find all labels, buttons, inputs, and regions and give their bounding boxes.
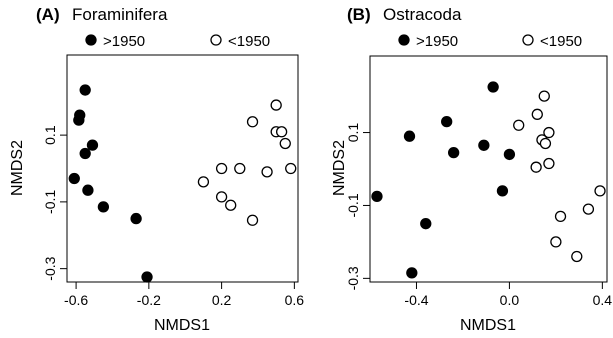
panel-a-x-tick-label-1: -0.2: [137, 292, 161, 308]
panel-a-point-pre1950-0: [270, 99, 282, 111]
panel-a-point-pre1950-1: [246, 116, 259, 128]
panel-b-point-pre1950-0: [538, 90, 550, 102]
panel-b-point-pre1950-1: [531, 108, 543, 120]
panel-b-point-post1950-9: [406, 267, 418, 279]
panel-a-title: Foraminifera: [72, 5, 168, 24]
panel-b-legend-filled-marker: [398, 34, 410, 46]
panel-b-legend-label-post: >1950: [416, 33, 458, 50]
panel-a-plot-frame: [66, 54, 299, 283]
panel-b-point-post1950-2: [403, 130, 416, 142]
panel-b-point-post1950-6: [371, 190, 383, 202]
panel-a-point-post1950-6: [82, 184, 94, 196]
panel-a-point-pre1950-9: [197, 176, 210, 188]
panel-b-points: [371, 81, 606, 279]
panel-b-x-axis: -0.4 0.0 0.4: [404, 282, 612, 308]
panel-b-y-tick-label-1: -0.1: [345, 193, 361, 217]
panel-b-point-post1950-1: [441, 115, 453, 128]
panel-a-y-axis: -0.3 -0.1 0.1: [42, 125, 67, 281]
panel-a-point-pre1950-11: [225, 199, 237, 211]
panel-b-point-post1950-5: [503, 148, 516, 161]
panel-a-point-pre1950-6: [261, 166, 273, 178]
panel-a-legend-open-marker: [210, 34, 222, 46]
panel-a-point-pre1950-12: [246, 214, 259, 226]
panel-a-point-pre1950-3: [275, 126, 288, 138]
panel-a: (A) Foraminifera >1950 <1950 -0.6 -0.2 0.2…: [9, 5, 304, 334]
panel-a-y-tick-label-2: 0.1: [42, 125, 58, 145]
panel-a-point-post1950-2: [73, 114, 85, 126]
panel-a-y-tick-label-0: -0.3: [42, 256, 58, 280]
panel-b-y-axis-label: NMDS2: [331, 140, 348, 196]
panel-a-x-axis-label: NMDS1: [154, 317, 210, 334]
panel-a-legend-label-pre: <1950: [228, 33, 270, 50]
panel-a-legend-filled-marker: [85, 34, 97, 46]
panel-a-point-post1950-7: [97, 201, 110, 213]
panel-b-point-pre1950-9: [582, 203, 595, 215]
panel-a-points: [68, 84, 297, 283]
panel-a-point-pre1950-10: [215, 191, 228, 203]
panel-b-y-axis: -0.3 -0.1 0.1: [345, 123, 370, 290]
panel-b-legend-label-pre: <1950: [540, 33, 582, 50]
panel-a-point-post1950-8: [130, 212, 142, 225]
panel-b-point-pre1950-8: [594, 185, 606, 197]
panel-b-point-pre1950-12: [571, 250, 583, 263]
panel-a-point-post1950-3: [86, 139, 99, 151]
panel-b-legend-open-marker: [522, 34, 534, 46]
panel-b-x-tick-label-1: 0.0: [500, 292, 520, 308]
panel-b-point-post1950-0: [487, 81, 499, 93]
panel-b-point-pre1950-11: [550, 236, 562, 248]
panel-a-x-tick-label-2: 0.2: [212, 292, 232, 308]
panel-a-point-post1950-9: [141, 271, 153, 283]
panel-a-legend-label-post: >1950: [103, 33, 145, 50]
panel-a-x-axis: -0.6 -0.2 0.2 0.6: [64, 282, 304, 308]
panel-b: (B) Ostracoda >1950 <1950 -0.4 0.0 0.4 -0.…: [331, 5, 612, 334]
panel-b-x-tick-label-2: 0.4: [593, 292, 613, 308]
panel-a-point-post1950-4: [79, 147, 91, 160]
panel-b-y-tick-label-2: 0.1: [345, 123, 361, 143]
panel-b-point-pre1950-10: [554, 210, 567, 223]
panel-b-point-post1950-8: [420, 218, 432, 230]
panel-a-point-pre1950-5: [285, 162, 297, 175]
panel-a-x-tick-label-3: 0.6: [285, 292, 305, 308]
panel-b-point-pre1950-2: [513, 119, 525, 131]
panel-a-y-axis-label: NMDS2: [9, 140, 26, 196]
panel-a-point-pre1950-4: [279, 137, 291, 150]
panel-a-x-tick-label-0: -0.6: [64, 292, 88, 308]
panel-a-point-post1950-0: [79, 84, 91, 96]
panel-b-y-tick-label-0: -0.3: [345, 266, 361, 290]
panel-a-y-tick-label-1: -0.1: [42, 190, 58, 214]
panel-b-letter: (B): [347, 5, 371, 24]
panel-b-x-tick-label-0: -0.4: [404, 292, 428, 308]
panel-a-point-pre1950-8: [215, 162, 228, 175]
panel-b-point-post1950-4: [447, 146, 460, 159]
panel-b-x-axis-label: NMDS1: [460, 317, 516, 334]
panel-b-point-pre1950-3: [543, 126, 555, 139]
panel-b-title: Ostracoda: [383, 5, 462, 24]
panel-a-point-post1950-5: [68, 172, 80, 185]
panel-b-plot-frame: [369, 55, 608, 283]
panel-a-letter: (A): [36, 5, 60, 24]
panel-b-point-pre1950-7: [530, 161, 542, 173]
panel-a-point-pre1950-7: [234, 162, 246, 175]
panel-b-point-post1950-3: [478, 139, 490, 151]
panel-b-point-pre1950-6: [543, 157, 555, 170]
panel-b-point-post1950-7: [496, 185, 509, 197]
panel-b-point-pre1950-5: [539, 137, 552, 150]
